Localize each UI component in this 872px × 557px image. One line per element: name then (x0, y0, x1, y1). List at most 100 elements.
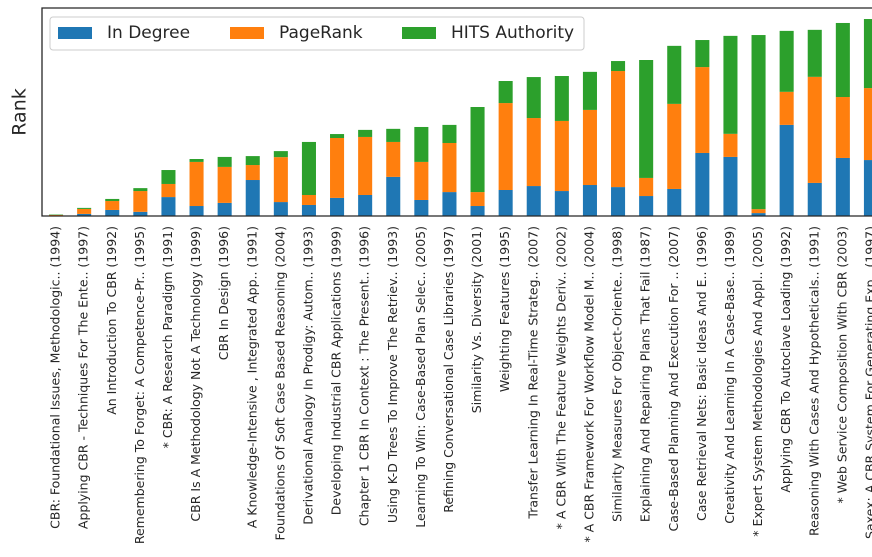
bar-segment (330, 138, 345, 198)
bar-segment (217, 202, 232, 216)
x-tick-label: Transfer Learning In Real-Time Strateg..… (525, 226, 540, 520)
bar-segment (611, 61, 626, 72)
bar-segment (245, 156, 260, 166)
x-tick-label: Similarity Measures For Object-Oriente..… (610, 226, 625, 522)
bar-segment (358, 194, 373, 216)
bar-segment (723, 156, 738, 216)
x-tick-label: Similarity Vs. Diversity (2001) (469, 226, 484, 413)
bar-segment (386, 176, 401, 216)
bar-segment (779, 30, 794, 92)
bar-segment (526, 118, 541, 187)
bar-segment (245, 180, 260, 216)
bar-segment (189, 206, 204, 216)
bar-segment (639, 177, 654, 197)
bar-segment (330, 197, 345, 216)
legend-swatch (402, 27, 436, 39)
bar-segment (667, 103, 682, 189)
bar-segment (498, 81, 513, 104)
bar-segment (49, 214, 64, 216)
bar-segment (133, 211, 148, 216)
bar-segment (723, 133, 738, 157)
x-tick-label: Explaining And Repairing Plans That Fail… (638, 226, 653, 522)
bar-segment (161, 183, 176, 198)
x-tick-label: Saxex: A CBR System For Generating Exp..… (862, 226, 872, 539)
x-tick-label: Weighting Features (1995) (497, 226, 512, 392)
x-tick-label: Remembering To Forget: A Competence-Pr..… (132, 226, 147, 544)
bar-segment (582, 109, 597, 186)
bar-segment (386, 128, 401, 142)
bar-segment (611, 187, 626, 216)
bar-segment (779, 124, 794, 216)
legend-swatch (58, 27, 92, 39)
bar-segment (273, 202, 288, 216)
bar-segment (77, 208, 92, 214)
bar-segment (863, 160, 872, 216)
x-tick-label: CBR Is A Methodology Not A Technology (1… (188, 226, 203, 522)
bar-segment (835, 22, 850, 98)
bar-segment (667, 188, 682, 216)
bar-segment (161, 170, 176, 184)
bar-segment (442, 124, 457, 143)
bar-segment (273, 151, 288, 158)
bar-segment (639, 196, 654, 216)
x-tick-label: Using K-D Trees To Improve The Retriev..… (385, 226, 400, 523)
legend-swatch (230, 27, 264, 39)
bar-segment (470, 206, 485, 216)
bar-segment (807, 76, 822, 183)
bar-segment (330, 134, 345, 138)
bar-segment (863, 88, 872, 161)
bar-segment (835, 157, 850, 216)
x-tick-label: A Knowledge-Intensive , Integrated App..… (244, 226, 259, 528)
bar-segment (639, 60, 654, 178)
legend-label: PageRank (279, 23, 363, 43)
bar-segment (554, 76, 569, 121)
bar-segment (414, 126, 429, 162)
bar-segment (526, 77, 541, 119)
x-tick-label: * Web Service Composition With CBR (2003… (834, 226, 849, 504)
bar-segment (582, 185, 597, 216)
bar-segment (582, 71, 597, 110)
x-tick-label: CBR: Foundational Issues, Methodologic..… (48, 226, 63, 529)
x-tick-label: Refining Conversational Case Libraries (… (441, 226, 456, 513)
x-tick-label: Applying CBR - Techniques For The Ente..… (76, 226, 91, 529)
x-tick-label: Case-Based Planning And Execution For ..… (666, 226, 681, 532)
bar-segment (807, 182, 822, 216)
x-tick-label: Applying CBR To Autoclave Loading (1992) (778, 226, 793, 493)
bar-segment (189, 161, 204, 207)
bar-segment (470, 192, 485, 207)
axes-frame (41, 7, 872, 217)
x-tick-label: Case Retrieval Nets: Basic Ideas And E..… (694, 226, 709, 521)
bar-segment (695, 40, 710, 68)
bar-segment (105, 198, 120, 202)
bar-segment (498, 190, 513, 216)
bar-segment (301, 194, 316, 205)
bar-segment (105, 209, 120, 216)
bar-segment (863, 19, 872, 89)
bar-segment (695, 67, 710, 153)
bar-segment (835, 97, 850, 158)
bar-segment (723, 35, 738, 134)
bar-segment (245, 165, 260, 181)
x-tick-label: Foundations Of Soft Case Based Reasoning… (272, 226, 287, 540)
legend-box (49, 16, 585, 51)
bar-segment (611, 71, 626, 188)
x-tick-label: * CBR: A Research Paradigm (1991) (160, 226, 175, 448)
bar-segment (386, 141, 401, 177)
bar-segment (217, 156, 232, 167)
x-tick-label: Creativity And Learning In A Case-Base..… (722, 226, 737, 524)
bar-segment (301, 141, 316, 195)
x-tick-label: * Expert System Methodologies And Appl..… (750, 226, 765, 537)
x-tick-label: Chapter 1 CBR In Context : The Present..… (357, 226, 372, 526)
bar-segment (189, 159, 204, 162)
legend: In Degree PageRank HITS Authority (49, 16, 585, 51)
bar-segment (779, 91, 794, 125)
bar-segment (133, 191, 148, 212)
bar-segment (807, 29, 822, 77)
x-tick-label: Reasoning With Cases And Hypotheticals..… (806, 226, 821, 536)
bar-segment (554, 120, 569, 192)
x-tick-label: * A CBR Framework For Workflow Model M..… (581, 226, 596, 543)
bar-segment (77, 213, 92, 216)
legend-label: HITS Authority (451, 23, 574, 43)
y-axis-label: Rank (9, 88, 31, 135)
